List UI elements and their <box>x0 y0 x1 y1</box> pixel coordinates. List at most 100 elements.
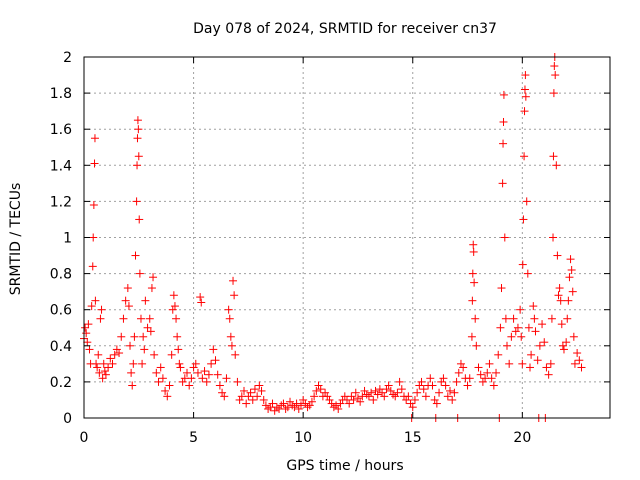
data-point <box>149 273 158 282</box>
data-point <box>89 201 98 210</box>
data-point <box>132 197 141 206</box>
y-tick-label: 0 <box>63 411 72 427</box>
data-point <box>133 134 142 143</box>
data-point <box>163 392 172 401</box>
axes: 00.20.40.60.811.21.41.61.820 5 10 15 20 <box>50 50 611 446</box>
data-point <box>554 291 563 300</box>
data-point <box>152 368 161 377</box>
data-point <box>520 152 529 161</box>
data-point <box>101 370 110 379</box>
data-point <box>408 403 417 412</box>
data-point <box>131 251 140 260</box>
data-point <box>204 370 213 379</box>
data-point <box>470 278 479 287</box>
data-point <box>538 320 547 329</box>
data-point <box>393 388 402 397</box>
data-point <box>135 269 144 278</box>
data-points <box>80 53 586 422</box>
data-point <box>222 374 231 383</box>
data-point <box>307 397 316 406</box>
data-point <box>100 367 109 376</box>
data-point <box>96 314 105 323</box>
data-point <box>500 233 509 242</box>
data-point <box>549 152 558 161</box>
data-point <box>439 374 448 383</box>
data-point <box>141 296 150 305</box>
data-point <box>140 345 149 354</box>
data-point <box>518 260 527 269</box>
data-point <box>485 359 494 368</box>
data-point <box>135 215 144 224</box>
data-point <box>349 395 358 404</box>
x-tick-label: 10 <box>294 430 312 446</box>
y-tick-label: 2 <box>63 50 72 66</box>
data-point <box>509 314 518 323</box>
data-point <box>566 255 575 264</box>
data-point <box>81 323 90 332</box>
y-tick-label: 0.4 <box>50 339 72 355</box>
data-point <box>526 363 535 372</box>
data-point <box>513 323 522 332</box>
data-point <box>133 116 142 125</box>
y-tick-label: 0.8 <box>50 267 72 283</box>
data-point <box>173 332 182 341</box>
data-point <box>555 284 564 293</box>
data-point <box>292 399 301 408</box>
data-point <box>93 363 102 372</box>
data-point <box>161 386 170 395</box>
data-point <box>296 401 305 410</box>
data-point <box>521 71 530 80</box>
data-point <box>213 370 222 379</box>
y-tick-label: 1.4 <box>50 158 72 174</box>
data-point <box>91 296 100 305</box>
data-point <box>507 332 516 341</box>
data-point <box>468 296 477 305</box>
data-point <box>310 392 319 401</box>
data-point <box>143 323 152 332</box>
data-point <box>413 388 422 397</box>
data-point <box>469 240 478 249</box>
data-point <box>529 302 538 311</box>
data-point <box>136 314 145 323</box>
x-axis-label: GPS time / hours <box>286 458 403 474</box>
data-point <box>562 338 571 347</box>
data-point <box>459 363 468 372</box>
data-point <box>176 363 185 372</box>
data-point <box>85 345 94 354</box>
data-point <box>121 296 130 305</box>
data-point <box>540 338 549 347</box>
data-point <box>89 233 98 242</box>
data-point <box>106 354 115 363</box>
data-point <box>259 395 268 404</box>
data-point <box>465 374 474 383</box>
data-point <box>487 374 496 383</box>
data-point <box>130 332 139 341</box>
data-point <box>83 338 92 347</box>
data-point <box>410 395 419 404</box>
data-point <box>570 359 579 368</box>
data-point <box>483 368 492 377</box>
data-point <box>90 134 99 143</box>
data-point <box>448 395 457 404</box>
data-point <box>84 320 93 329</box>
data-point <box>334 404 343 413</box>
data-point <box>268 399 277 408</box>
data-point <box>518 359 527 368</box>
data-point <box>202 377 211 386</box>
y-axis-label: SRMTID / TECUs <box>8 183 24 296</box>
data-point <box>230 291 239 300</box>
data-point <box>351 388 360 397</box>
data-point <box>573 349 582 358</box>
data-point <box>119 314 128 323</box>
data-point <box>489 381 498 390</box>
data-point <box>404 392 413 401</box>
data-point <box>134 125 143 134</box>
data-point <box>250 385 259 394</box>
data-point <box>207 359 216 368</box>
x-tick-label: 0 <box>80 430 89 446</box>
data-point <box>312 386 321 395</box>
x-tick-label: 20 <box>513 430 531 446</box>
data-point <box>521 92 530 101</box>
